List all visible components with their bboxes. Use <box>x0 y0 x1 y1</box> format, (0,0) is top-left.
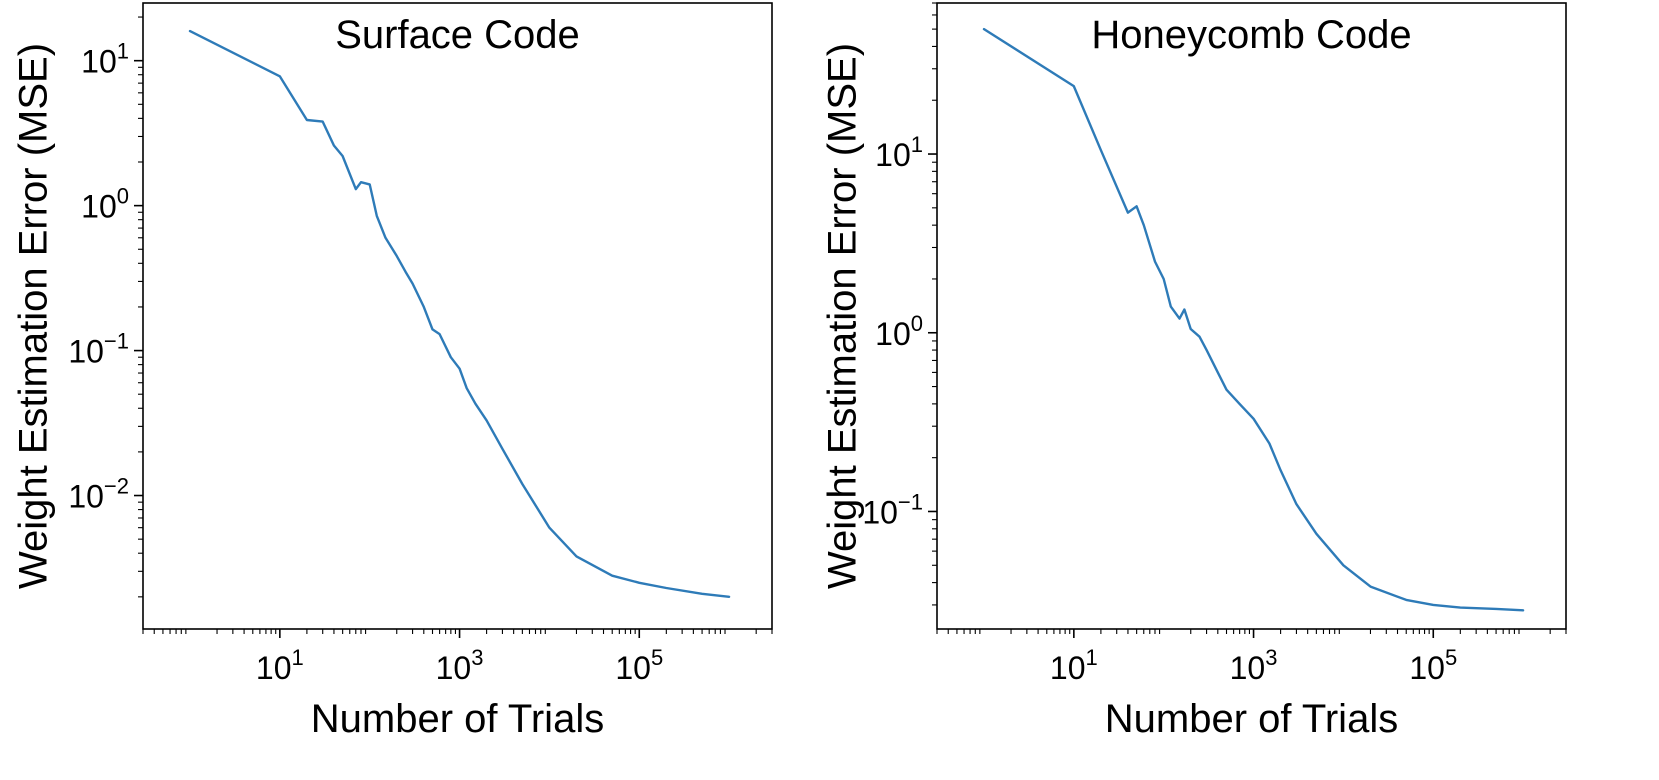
minor-ticks <box>932 2 1567 634</box>
x-ticks: 101 103 105 <box>1050 629 1457 686</box>
y-ticks: 101 100 10−1 <box>862 132 937 530</box>
x-tick-label: 101 <box>1050 645 1098 686</box>
series-line <box>188 29 731 598</box>
y-tick-label: 10−2 <box>68 474 129 515</box>
y-tick-label: 10−1 <box>862 489 923 530</box>
chart-title: Honeycomb Code <box>1091 13 1411 57</box>
surface-code-chart: 101 103 105 101 100 10−1 10−2 Surface Code Nu… <box>12 2 773 741</box>
minor-ticks <box>138 16 773 634</box>
chart-title: Surface Code <box>335 13 580 57</box>
x-tick-label: 105 <box>1409 645 1457 686</box>
y-tick-label: 100 <box>875 311 923 352</box>
x-tick-label: 103 <box>436 645 484 686</box>
x-tick-label: 103 <box>1230 645 1278 686</box>
y-axis-label: Weight Estimation Error (MSE) <box>821 43 865 589</box>
honeycomb-code-chart: 101 103 105 101 100 10−1 Honeycomb Code Numb… <box>821 2 1567 741</box>
y-tick-label: 101 <box>81 39 129 80</box>
plot-frame <box>142 2 773 630</box>
plot-frame <box>936 2 1567 630</box>
y-tick-label: 101 <box>875 132 923 173</box>
y-ticks: 101 100 10−1 10−2 <box>68 39 143 515</box>
x-ticks: 101 103 105 <box>256 629 663 686</box>
x-axis-label: Number of Trials <box>311 697 604 741</box>
x-axis-label: Number of Trials <box>1105 697 1398 741</box>
y-tick-label: 10−1 <box>68 329 129 370</box>
x-tick-label: 105 <box>615 645 663 686</box>
y-axis-label: Weight Estimation Error (MSE) <box>12 43 56 589</box>
y-tick-label: 100 <box>81 184 129 225</box>
series-line <box>982 27 1525 612</box>
x-tick-label: 101 <box>256 645 304 686</box>
